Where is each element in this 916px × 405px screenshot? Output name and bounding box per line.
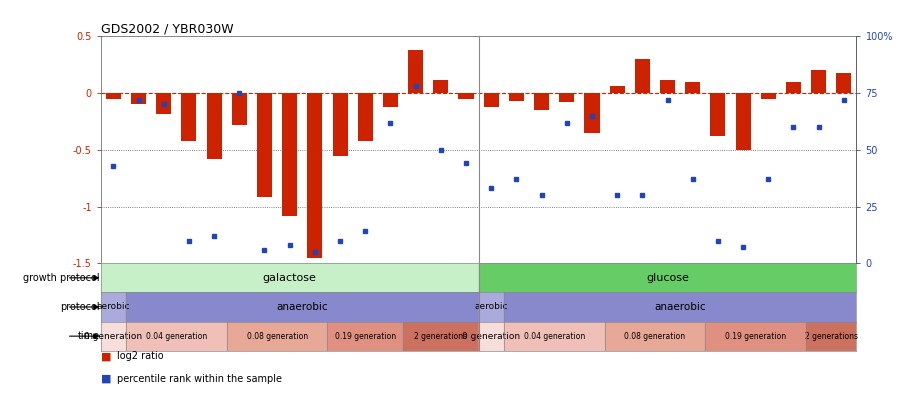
Text: glucose: glucose [646, 273, 689, 283]
Text: 0.08 generation: 0.08 generation [246, 332, 308, 341]
Text: GDS2002 / YBR030W: GDS2002 / YBR030W [101, 22, 234, 35]
Bar [685, 82, 700, 93]
Bar [328, 322, 403, 351]
Bar [605, 322, 705, 351]
Bar [806, 322, 856, 351]
Bar [383, 93, 398, 107]
Bar [710, 93, 725, 136]
Text: 0.19 generation: 0.19 generation [334, 332, 396, 341]
Bar [408, 50, 423, 93]
Bar [736, 93, 750, 150]
Bar [836, 73, 851, 93]
Bar [760, 93, 776, 99]
Text: 0.08 generation: 0.08 generation [625, 332, 685, 341]
Bar [232, 93, 246, 125]
Bar [635, 59, 649, 93]
Bar [156, 93, 171, 113]
Bar [478, 292, 504, 322]
Text: ■: ■ [101, 374, 111, 384]
Bar [559, 93, 574, 102]
Text: time: time [78, 331, 100, 341]
Text: 0.04 generation: 0.04 generation [146, 332, 207, 341]
Text: 2 generations: 2 generations [805, 332, 857, 341]
Bar [786, 82, 801, 93]
Text: 2 generations: 2 generations [414, 332, 467, 341]
Text: 0 generation: 0 generation [463, 332, 520, 341]
Text: 0 generation: 0 generation [84, 332, 142, 341]
Bar [534, 93, 549, 110]
Text: log2 ratio: log2 ratio [117, 352, 164, 361]
Bar [181, 93, 196, 141]
Text: growth protocol: growth protocol [24, 273, 100, 283]
Bar [101, 322, 125, 351]
Bar [705, 322, 806, 351]
Bar [101, 263, 478, 292]
Bar [227, 322, 328, 351]
Bar [584, 93, 599, 133]
Bar [478, 263, 856, 292]
Bar [307, 93, 322, 258]
Text: 0.19 generation: 0.19 generation [725, 332, 786, 341]
Text: anaerobic: anaerobic [277, 302, 328, 312]
Bar [101, 292, 125, 322]
Bar [206, 93, 222, 159]
Bar [333, 93, 347, 156]
Bar [458, 93, 474, 99]
Bar [131, 93, 147, 104]
Bar [256, 93, 272, 198]
Text: protocol: protocol [60, 302, 100, 312]
Bar [105, 93, 121, 99]
Text: aerobic: aerobic [474, 303, 508, 311]
Bar [609, 86, 625, 93]
Bar [433, 79, 448, 93]
Text: percentile rank within the sample: percentile rank within the sample [117, 374, 282, 384]
Bar [484, 93, 498, 107]
Text: 0.04 generation: 0.04 generation [524, 332, 584, 341]
Bar [504, 322, 605, 351]
Bar [660, 79, 675, 93]
Bar [125, 322, 227, 351]
Text: galactose: galactose [263, 273, 317, 283]
Bar [478, 322, 504, 351]
Text: aerobic: aerobic [96, 303, 130, 311]
Bar [125, 292, 478, 322]
Bar [811, 70, 826, 93]
Bar [357, 93, 373, 141]
Bar [504, 292, 856, 322]
Text: anaerobic: anaerobic [654, 302, 706, 312]
Bar [282, 93, 297, 215]
Text: ■: ■ [101, 352, 111, 361]
Bar [403, 322, 478, 351]
Bar [508, 93, 524, 101]
